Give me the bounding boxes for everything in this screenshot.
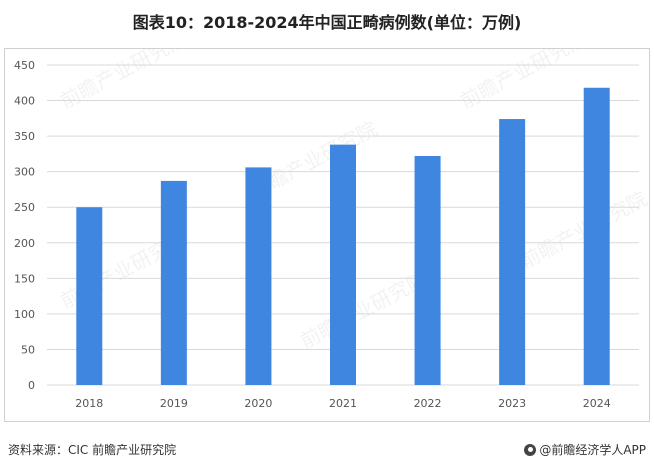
source-note: 资料来源：CIC 前瞻产业研究院 bbox=[8, 443, 177, 457]
bar-2023 bbox=[499, 119, 526, 386]
y-tick-label: 100 bbox=[14, 308, 35, 321]
x-tick-label: 2022 bbox=[414, 397, 442, 410]
x-tick-label: 2020 bbox=[244, 397, 272, 410]
y-tick-label: 250 bbox=[14, 201, 35, 214]
x-tick-label: 2024 bbox=[583, 397, 611, 410]
watermark-text: 前瞻产业研究院 bbox=[516, 186, 649, 273]
x-tick-label: 2019 bbox=[160, 397, 188, 410]
chart-title: 图表10：2018-2024年中国正畸病例数(单位：万例) bbox=[132, 13, 522, 32]
bars bbox=[76, 87, 610, 386]
brand-label: @前瞻经济学人APP bbox=[539, 443, 646, 457]
y-tick-label: 150 bbox=[14, 272, 35, 285]
y-tick-label: 400 bbox=[14, 95, 35, 108]
watermark-text: 前瞻产业研究院 bbox=[296, 266, 431, 353]
y-tick-label: 0 bbox=[28, 379, 35, 392]
x-axis-ticks: 2018 2019 2020 2021 2022 2023 2024 bbox=[75, 397, 610, 410]
bar-2020 bbox=[245, 167, 272, 385]
y-axis-ticks: 0 50 100 150 200 250 300 350 400 450 bbox=[14, 59, 35, 392]
brand-logo-icon bbox=[524, 443, 537, 456]
y-tick-label: 200 bbox=[14, 237, 35, 250]
bar-2022 bbox=[414, 156, 441, 385]
y-tick-label: 50 bbox=[21, 343, 35, 356]
bar-2019 bbox=[160, 180, 187, 385]
watermark-text: 前瞻产业研究院 bbox=[456, 49, 591, 113]
bar-2018 bbox=[76, 207, 103, 385]
bar-2021 bbox=[330, 144, 356, 385]
y-tick-label: 350 bbox=[14, 130, 35, 143]
y-tick-label: 450 bbox=[14, 59, 35, 72]
watermark-text: 前瞻产业研究院 bbox=[56, 49, 191, 113]
y-tick-label: 300 bbox=[14, 166, 35, 179]
x-tick-label: 2021 bbox=[329, 397, 357, 410]
x-tick-label: 2018 bbox=[75, 397, 103, 410]
bar-2024 bbox=[583, 87, 610, 385]
chart-frame: 前瞻产业研究院 前瞻产业研究院 前瞻产业研究院 前瞻产业研究院 前瞻产业研究院 前瞻产业研… bbox=[4, 26, 651, 422]
brand-credit: @前瞻经济学人APP bbox=[524, 441, 646, 458]
x-tick-label: 2023 bbox=[498, 397, 526, 410]
